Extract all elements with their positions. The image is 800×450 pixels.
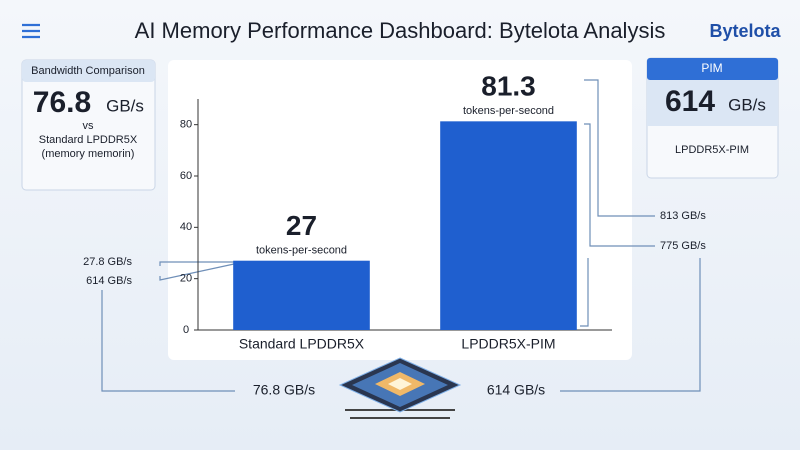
card-note: (memory memorin) bbox=[42, 148, 135, 160]
card-unit: GB/s bbox=[106, 96, 144, 115]
x-tick-label: Standard LPDDR5X bbox=[239, 336, 365, 352]
x-tick-label: LPDDR5X-PIM bbox=[461, 336, 555, 352]
annotation: 614 GB/s bbox=[487, 382, 545, 398]
y-tick-label: 20 bbox=[180, 273, 192, 285]
page-title: AI Memory Performance Dashboard: Bytelot… bbox=[135, 18, 666, 43]
card-value: 614 bbox=[665, 85, 715, 118]
y-tick-label: 0 bbox=[183, 324, 189, 336]
card-title: PIM bbox=[701, 61, 722, 75]
card-subject: LPDDR5X-PIM bbox=[675, 144, 749, 156]
y-tick-label: 80 bbox=[180, 119, 192, 131]
annotation: 775 GB/s bbox=[660, 240, 706, 252]
card-unit: GB/s bbox=[728, 95, 766, 114]
card-vs: vs bbox=[83, 120, 95, 132]
data-label: 81.3 bbox=[481, 71, 536, 102]
annotation: 813 GB/s bbox=[660, 210, 706, 222]
brand: Bytelota bbox=[709, 21, 781, 41]
connectors bbox=[101, 79, 701, 392]
annotation: 76.8 GB/s bbox=[253, 382, 315, 398]
menu-icon[interactable] bbox=[22, 23, 40, 39]
y-tick-label: 60 bbox=[180, 170, 192, 182]
annotation: 614 GB/s bbox=[86, 275, 132, 287]
data-sublabel: tokens-per-second bbox=[463, 105, 554, 117]
right-card: PIM 614 GB/s LPDDR5X-PIM bbox=[646, 57, 779, 179]
data-sublabel: tokens-per-second bbox=[256, 245, 347, 257]
annotation: 27.8 GB/s bbox=[83, 256, 132, 268]
bar bbox=[233, 260, 370, 330]
chip-icon bbox=[338, 357, 462, 419]
card-subject: Standard LPDDR5X bbox=[39, 134, 138, 146]
left-card: Bandwidth Comparison 76.8 GB/s vs Standa… bbox=[21, 59, 156, 191]
bar bbox=[440, 121, 577, 330]
data-label: 27 bbox=[286, 210, 317, 241]
card-title: Bandwidth Comparison bbox=[31, 65, 145, 77]
card-value: 76.8 bbox=[33, 86, 91, 119]
y-tick-label: 40 bbox=[180, 221, 192, 233]
